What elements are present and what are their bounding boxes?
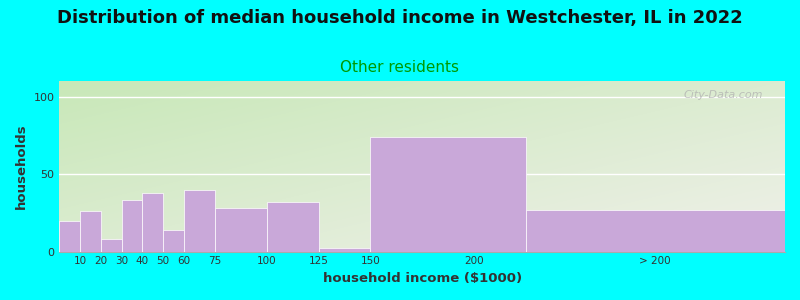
Bar [318,248,370,252]
Bar [101,239,122,252]
Text: Other residents: Other residents [341,60,459,75]
Bar [142,193,163,252]
Bar [370,137,526,252]
Bar [59,220,80,252]
Y-axis label: households: households [15,124,28,209]
Bar [80,211,101,252]
Bar [266,202,318,252]
Bar [122,200,142,252]
Bar [184,190,215,252]
X-axis label: household income ($1000): household income ($1000) [322,272,522,285]
Text: City-Data.com: City-Data.com [684,89,763,100]
Bar [215,208,266,252]
Bar [163,230,184,252]
Bar [526,210,785,252]
Text: Distribution of median household income in Westchester, IL in 2022: Distribution of median household income … [57,9,743,27]
